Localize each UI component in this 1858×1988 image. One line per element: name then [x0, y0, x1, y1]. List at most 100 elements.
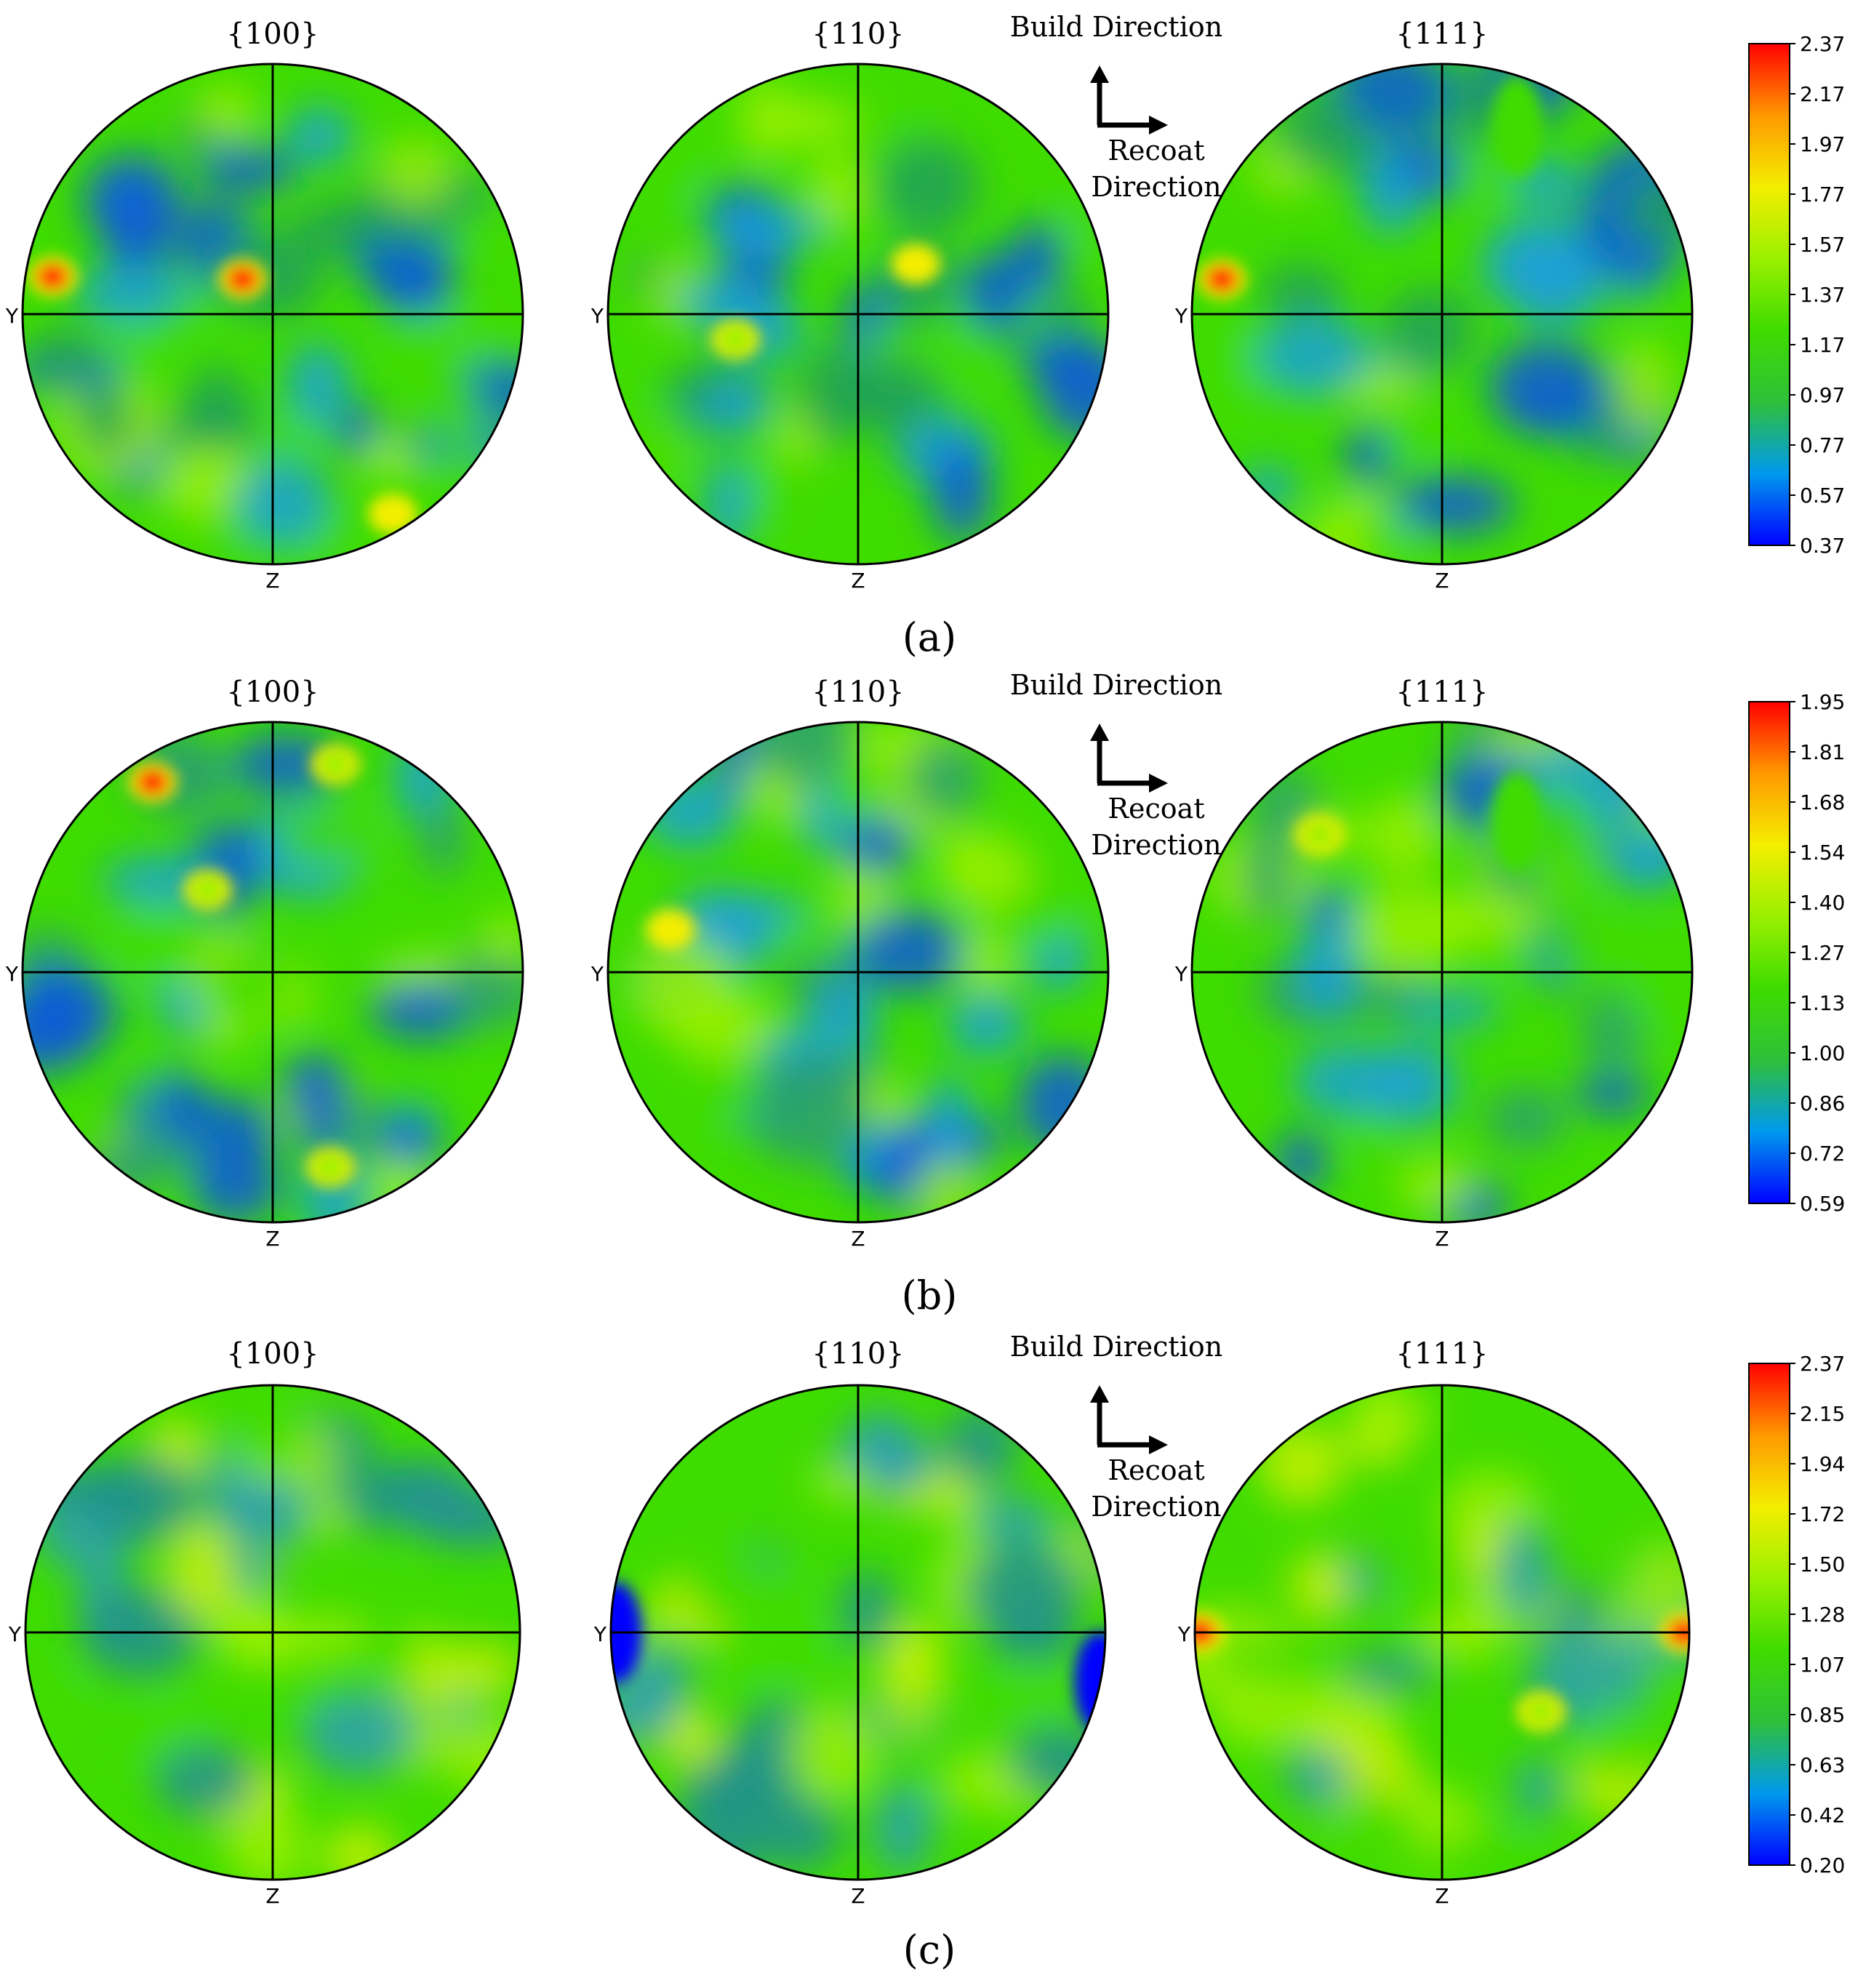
pole-figure-texture: [608, 64, 1108, 564]
intensity-blob: [1332, 1791, 1415, 1856]
pole-figure-title: {110}: [812, 1337, 904, 1371]
pole-figure-outline: [606, 721, 1110, 1224]
intensity-blob: [1008, 1725, 1105, 1796]
recoat-direction-label: Direction: [1091, 171, 1221, 203]
colorbar-tick-label: 0.77: [1800, 433, 1845, 457]
colorbar-tick-label: 0.59: [1800, 1192, 1845, 1216]
colorbar: 1.95 1.81 1.68 1.54 1.40 1.27 1.13 1.00 0.86 0.72…: [1748, 690, 1845, 1216]
colorbar-tick-label: 0.63: [1800, 1753, 1845, 1777]
build-direction-arrowhead: [1090, 724, 1109, 741]
pole-figure-outline: [606, 63, 1110, 566]
colorbar-tick-label: 1.50: [1800, 1552, 1845, 1576]
pole-figure-outline: [609, 1384, 1107, 1881]
intensity-blobs: [608, 64, 1108, 554]
intensity-blob: [771, 915, 855, 953]
intensity-blob: [961, 251, 1030, 332]
colorbar-tick-label: 1.13: [1800, 991, 1845, 1015]
intensity-blob: [1296, 920, 1360, 1017]
colorbar-tick-label: 0.72: [1800, 1142, 1845, 1166]
intensity-blob: [23, 967, 67, 1033]
intensity-maxima: [1294, 771, 1544, 873]
intensity-blobs: [23, 727, 523, 1222]
intensity-maximum: [1525, 1698, 1557, 1725]
axis-label-z: Z: [851, 569, 865, 593]
subfigure-label: (b): [902, 1272, 958, 1318]
intensity-blob: [1011, 221, 1065, 295]
colorbar-gradient: [1748, 701, 1790, 1204]
build-direction-arrowhead: [1090, 65, 1109, 83]
colorbar-tick-label: 0.85: [1800, 1703, 1845, 1727]
intensity-blob: [1496, 1520, 1552, 1622]
intensity-blob: [161, 406, 264, 448]
intensity-blob: [195, 83, 256, 140]
intensity-blob: [704, 454, 750, 554]
colorbar-tick-label: 0.20: [1800, 1853, 1845, 1877]
figure-layer: {100} Y Z {110} Y Z {111} Y Z Build Direction Reco…: [5, 11, 1845, 1973]
axis-label-y: Y: [5, 962, 19, 986]
colorbar-tick-label: 1.81: [1800, 740, 1845, 764]
intensity-blob: [204, 953, 295, 1023]
intensity-blob: [1607, 832, 1684, 891]
colorbar-tick-label: 0.97: [1800, 383, 1845, 407]
intensity-blob: [675, 275, 765, 328]
intensity-blob: [82, 153, 183, 248]
build-direction-label: Build Direction: [1010, 669, 1222, 701]
intensity-blob: [809, 1463, 875, 1504]
subfigure-label: (c): [903, 1927, 956, 1973]
intensity-blob: [447, 947, 523, 1029]
intensity-maximum: [1491, 76, 1544, 177]
intensity-blob: [225, 1392, 305, 1469]
intensity-blob: [748, 452, 794, 525]
intensity-blob: [1360, 156, 1422, 236]
axis-label-y: Y: [5, 304, 19, 328]
intensity-blob: [1260, 263, 1345, 321]
intensity-maximum: [136, 769, 169, 795]
intensity-blob: [868, 64, 925, 117]
pole-figure-title: {111}: [1395, 1337, 1488, 1371]
colorbar-tick-label: 1.68: [1800, 790, 1845, 814]
intensity-blob: [1542, 884, 1598, 981]
intensity-blob: [913, 1159, 980, 1222]
intensity-blob: [1289, 1550, 1350, 1622]
colorbar-tick-label: 1.00: [1800, 1041, 1845, 1065]
intensity-blob: [702, 203, 823, 255]
intensity-blob: [963, 1543, 1083, 1638]
intensity-blob: [788, 1702, 878, 1800]
pole-figure-title: {100}: [226, 17, 319, 51]
pole-figure-100: {100} Y Z: [5, 676, 524, 1251]
colorbar-tick-label: 1.54: [1800, 841, 1845, 865]
pole-figure-texture: [611, 1385, 1105, 1880]
axis-label-y: Y: [590, 304, 604, 328]
intensity-blob: [1210, 1681, 1329, 1749]
intensity-blob: [1417, 1610, 1503, 1662]
intensity-blob: [969, 1495, 1052, 1544]
intensity-maximum: [314, 1154, 347, 1181]
intensity-blob: [982, 1670, 1083, 1723]
intensity-blobs: [23, 83, 523, 564]
axis-label-z: Z: [1435, 1884, 1449, 1908]
pole-figure-texture: [1195, 1385, 1689, 1880]
intensity-maxima: [127, 744, 360, 1188]
pole-figure-outline: [1190, 721, 1694, 1224]
intensity-blob: [418, 801, 466, 876]
colorbar-tick-label: 1.28: [1800, 1603, 1845, 1627]
intensity-maxima: [28, 256, 418, 535]
axis-label-y: Y: [8, 1622, 22, 1646]
axis-label-z: Z: [265, 1884, 279, 1908]
colorbar-tick-label: 1.72: [1800, 1502, 1845, 1526]
intensity-blob: [1353, 1385, 1414, 1431]
intensity-blob: [214, 1478, 320, 1548]
intensity-blob: [433, 369, 481, 457]
intensity-maximum: [900, 251, 932, 278]
intensity-blob: [840, 1570, 895, 1652]
pole-figure-texture: [23, 722, 523, 1222]
intensity-blob: [364, 436, 415, 483]
intensity-blob: [705, 382, 769, 435]
pole-figure-outline: [1193, 1384, 1691, 1881]
intensity-maximum: [191, 876, 224, 903]
pole-figure-outline: [21, 63, 524, 566]
intensity-blob: [1587, 1701, 1651, 1782]
subfigure-label: (a): [902, 614, 956, 660]
intensity-blob: [1513, 1758, 1561, 1819]
axis-label-z: Z: [851, 1227, 865, 1251]
